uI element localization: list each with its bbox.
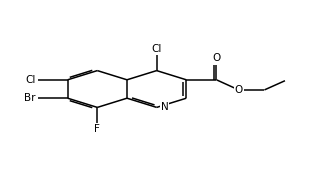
Text: O: O	[212, 53, 220, 63]
Text: O: O	[235, 85, 243, 95]
Text: Cl: Cl	[151, 44, 162, 54]
Text: F: F	[94, 124, 100, 134]
Text: N: N	[161, 102, 168, 112]
Text: Br: Br	[24, 93, 36, 103]
Text: Cl: Cl	[26, 75, 36, 85]
